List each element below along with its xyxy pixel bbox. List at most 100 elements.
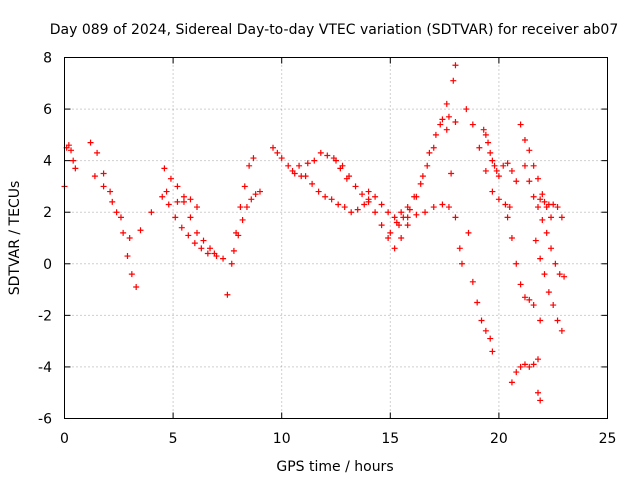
data-point <box>548 245 555 252</box>
data-point <box>469 278 476 285</box>
data-point <box>558 327 565 334</box>
series-n <box>387 201 452 236</box>
data-point <box>545 289 552 296</box>
data-point <box>65 142 72 149</box>
data-point <box>474 299 481 306</box>
series-c <box>91 173 170 241</box>
data-point <box>491 162 498 169</box>
data-point <box>458 260 465 267</box>
data-point <box>228 260 235 267</box>
data-point <box>517 121 524 128</box>
x-tick-label: 20 <box>490 431 508 447</box>
y-tick-label: -6 <box>38 412 52 428</box>
chart-title: Day 089 of 2024, Sidereal Day-to-day VTE… <box>50 22 619 38</box>
data-point <box>539 191 546 198</box>
data-point <box>285 162 292 169</box>
data-point <box>469 121 476 128</box>
data-point <box>278 155 285 162</box>
data-point <box>489 188 496 195</box>
data-point <box>521 137 528 144</box>
data-point <box>500 162 507 169</box>
data-point <box>317 149 324 156</box>
data-point <box>550 201 557 208</box>
data-point <box>513 369 520 376</box>
data-point <box>100 170 107 177</box>
data-point <box>404 214 411 221</box>
data-point <box>167 175 174 182</box>
data-point <box>324 152 331 159</box>
data-point <box>200 237 207 244</box>
data-point <box>315 188 322 195</box>
data-point <box>426 149 433 156</box>
data-point <box>107 188 114 195</box>
data-point <box>539 216 546 223</box>
data-point <box>417 180 424 187</box>
data-point <box>391 245 398 252</box>
data-point <box>163 188 170 195</box>
data-point <box>537 317 544 324</box>
data-point <box>437 121 444 128</box>
series-v <box>517 121 555 221</box>
data-point <box>448 170 455 177</box>
series-t <box>508 356 541 386</box>
series-q <box>480 126 520 185</box>
data-point <box>378 201 385 208</box>
data-point <box>126 235 133 241</box>
data-points <box>61 62 568 404</box>
data-point <box>439 201 446 208</box>
data-point <box>304 160 311 167</box>
series-h <box>230 188 263 254</box>
data-point <box>521 361 528 368</box>
data-point <box>341 204 348 211</box>
data-point <box>385 235 392 241</box>
series-a <box>61 142 79 190</box>
data-point <box>482 167 489 174</box>
series-u <box>534 389 544 404</box>
data-point <box>335 201 342 208</box>
data-point <box>482 131 489 138</box>
data-point <box>439 116 446 123</box>
data-point <box>521 294 528 301</box>
data-point <box>530 193 537 200</box>
data-point <box>463 106 470 113</box>
data-point <box>489 348 496 355</box>
data-point <box>174 198 181 205</box>
data-point <box>398 209 405 216</box>
data-point <box>117 214 124 221</box>
data-point <box>450 77 457 84</box>
data-point <box>193 204 200 211</box>
data-point <box>72 165 79 172</box>
series-x <box>537 196 565 221</box>
data-point <box>548 214 555 221</box>
data-point <box>243 204 250 211</box>
data-point <box>256 188 263 195</box>
data-point <box>452 214 459 221</box>
data-point <box>187 214 194 221</box>
data-point <box>508 235 515 241</box>
y-tick-label: 6 <box>43 102 52 118</box>
data-point <box>424 162 431 169</box>
data-point <box>302 173 309 180</box>
y-tick-label: -4 <box>38 360 52 376</box>
data-point <box>387 229 394 236</box>
data-point <box>487 149 494 156</box>
x-tick-label: 0 <box>60 431 69 447</box>
data-point <box>413 211 420 218</box>
data-point <box>554 317 561 324</box>
data-point <box>211 250 218 257</box>
series-k <box>333 157 411 252</box>
data-point <box>180 193 187 200</box>
data-point <box>339 162 346 169</box>
series-p <box>463 106 513 211</box>
data-point <box>365 188 372 195</box>
data-point <box>452 118 459 125</box>
data-point <box>198 245 205 252</box>
y-tick-label: 0 <box>43 257 52 273</box>
data-point <box>378 222 385 229</box>
data-point <box>309 180 316 187</box>
data-point <box>422 209 429 216</box>
data-point <box>91 173 98 180</box>
data-point <box>172 214 179 221</box>
data-point <box>178 224 185 231</box>
